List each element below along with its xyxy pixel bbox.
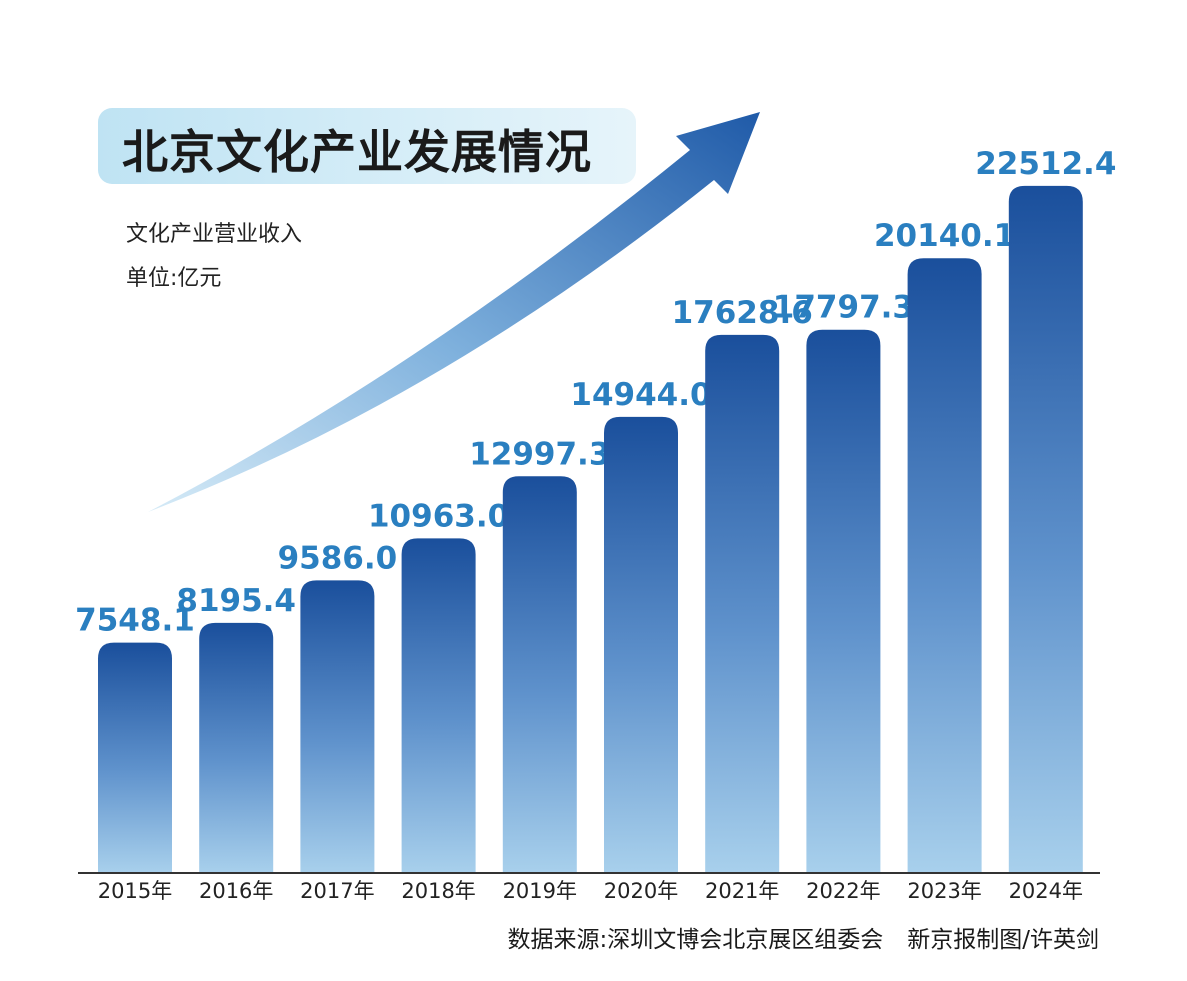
- value-label-6: 17628.6: [672, 295, 813, 331]
- bar-6: [705, 334, 780, 873]
- bar-1: [199, 622, 274, 873]
- value-label-9: 22512.4: [975, 146, 1116, 182]
- x-tick-label-8: 2023年: [907, 879, 981, 903]
- bar-8: [907, 258, 982, 873]
- value-label-3: 10963.0: [368, 498, 509, 534]
- x-tick-label-1: 2016年: [199, 879, 273, 903]
- value-label-4: 12997.3: [469, 436, 610, 472]
- x-tick-label-2: 2017年: [300, 879, 374, 903]
- x-tick-label-9: 2024年: [1009, 879, 1083, 903]
- bar-0: [98, 642, 172, 873]
- x-tick-label-0: 2015年: [98, 879, 172, 903]
- title-box: [98, 108, 636, 184]
- bar-3: [401, 538, 476, 873]
- value-label-1: 8195.4: [176, 583, 296, 619]
- bar-9: [1008, 185, 1083, 873]
- value-label-2: 9586.0: [278, 540, 398, 576]
- bar-2: [300, 580, 375, 873]
- footer: 数据来源:深圳文博会北京展区组委会 新京报制图/许英剑: [508, 920, 1100, 954]
- chart-subtitle: 文化产业营业收入: [126, 222, 303, 247]
- x-tick-label-4: 2019年: [503, 879, 577, 903]
- bar-5: [604, 416, 678, 873]
- unit-label: 单位:亿元: [126, 266, 222, 291]
- chart-title: 北京文化产业发展情况: [122, 125, 592, 179]
- bar-4: [502, 476, 577, 873]
- source-text: 数据来源:深圳文博会北京展区组委会: [507, 927, 884, 953]
- value-label-8: 20140.1: [874, 218, 1015, 254]
- credit-text: 新京报制图/许英剑: [907, 927, 1099, 953]
- bar-7: [806, 329, 881, 873]
- x-tick-label-6: 2021年: [705, 879, 779, 903]
- x-tick-label-7: 2022年: [806, 879, 880, 903]
- x-tick-label-5: 2020年: [604, 879, 678, 903]
- value-label-7: 17797.3: [773, 290, 914, 326]
- trend-arrow: [148, 112, 760, 512]
- value-label-0: 7548.1: [75, 603, 195, 639]
- value-label-5: 14944.0: [570, 377, 711, 413]
- x-tick-label-3: 2018年: [401, 879, 475, 903]
